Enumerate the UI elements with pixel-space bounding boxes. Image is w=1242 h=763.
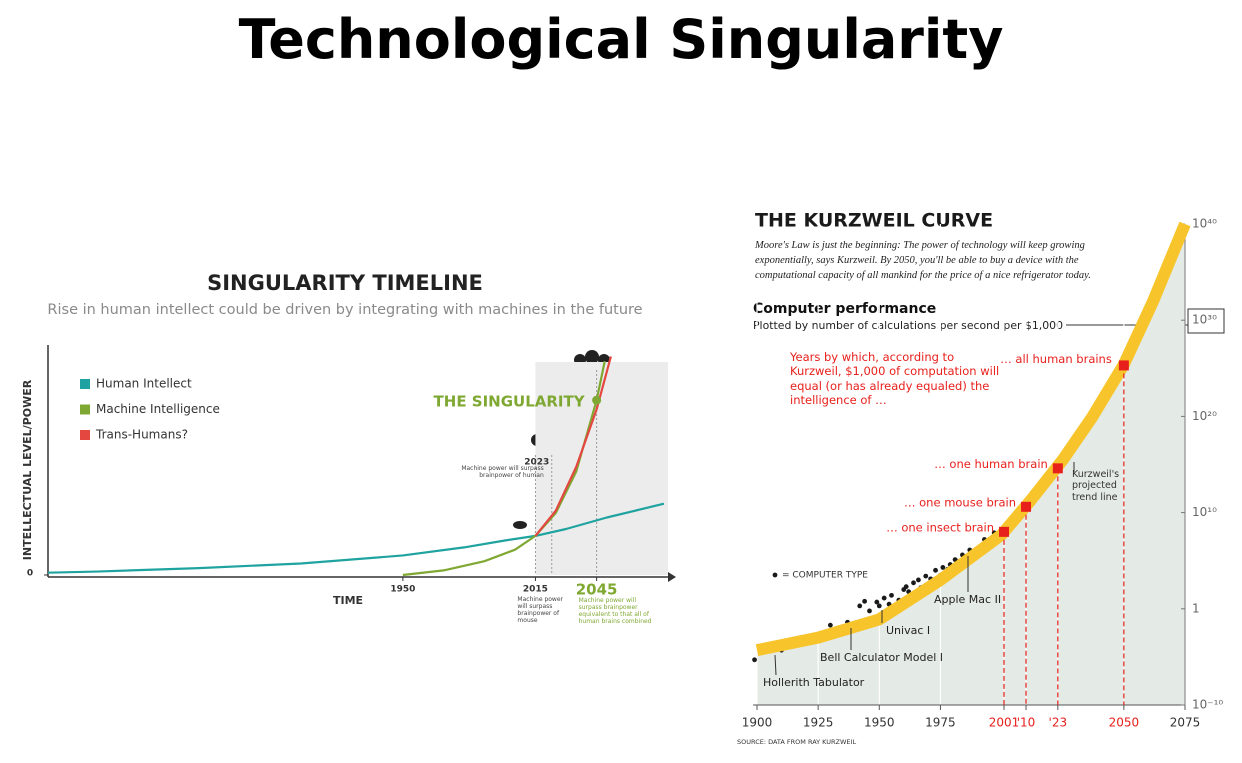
x-tick-label: 2075 [1170,716,1201,730]
milestone [1118,360,1129,371]
milestone [1052,463,1063,474]
data-point [752,657,757,663]
legend-swatch [80,404,90,415]
data-point [903,584,909,590]
series-line [47,502,665,574]
y-tick-label: 0 [27,569,33,579]
milestone-label: … one mouse brain [904,495,1016,509]
chart-note: Years by which, according to Kurzweil, $… [790,350,1000,408]
y-tick-label: 10²⁰ [1192,409,1217,423]
y-tick-label: 10³⁰ [1192,313,1217,327]
y-tick-label: 10¹⁰ [1192,505,1217,519]
y-axis-label: INTELLECTUAL LEVEL/POWER [21,379,34,560]
data-point [911,580,916,586]
milestone-label: … all human brains [1000,352,1112,366]
singularity-point [592,395,602,405]
y-tick-label: 10⁻¹⁰ [1192,698,1223,712]
legend-label: Trans-Humans? [95,428,188,442]
data-point [881,595,887,601]
x-tick-label: 1950 [864,716,895,730]
y-tick-label: 1 [1192,601,1200,615]
legend-dot [772,572,778,578]
data-point [923,573,929,579]
series-line [534,356,612,537]
singularity-label: THE SINGULARITY [434,393,586,411]
trend-line [755,221,1191,657]
chart-subtitle: Moore's Law is just the beginning: The p… [755,240,1091,282]
legend-swatch [80,379,90,389]
milestone [1021,501,1032,512]
x-tick-label: 2050 [1109,716,1140,730]
annotation-label: Univac I [886,624,930,637]
legend-label: Machine Intelligence [96,402,220,416]
x-tick-label: 2001 [989,716,1020,730]
source: SOURCE: DATA FROM RAY KURZWEIL [737,738,856,746]
x-tick-label: 1925 [803,716,834,730]
highlight-box [1187,308,1225,334]
x-tick-label: 1900 [742,716,773,730]
x-axis-arrow [668,572,676,582]
y-axis-sublabel: Plotted by number of calculations per se… [753,319,1063,332]
annotation-label: Hollerith Tabulator [763,676,865,689]
y-axis-label: Computer performance [753,301,936,317]
annotation-label: Apple Mac II [934,593,1001,606]
data-point [862,598,868,604]
data-point [827,622,833,628]
x-tick-label: 1950 [390,585,415,595]
x-tick-label: '10 [1017,716,1036,730]
legend-label: = COMPUTER TYPE [782,571,868,581]
chart-title: SINGULARITY TIMELINE [207,271,483,295]
annotation-text: Machine power will surpass brainpower eq… [578,597,652,625]
trend-label: Kurzweil's projected trend line [1072,469,1120,503]
slide-title: Technological Singularity [238,8,1004,71]
data-point [857,603,863,609]
annotation-text: Machine power will surpass brainpower of… [517,596,563,624]
data-point [916,577,921,583]
data-point [889,592,894,598]
x-tick-label: 2045 [576,581,618,599]
data-point [933,567,938,573]
milestone [999,526,1010,537]
data-point [876,603,882,609]
trend-area [757,224,1185,705]
future-region [535,362,668,575]
annotation-pointer [774,654,777,676]
x-tick-label: 1975 [925,716,956,730]
legend-label: Human Intellect [96,377,192,391]
data-point [867,608,872,614]
y-tick-label: 10⁴⁰ [1192,217,1217,231]
x-tick-label: 2015 [523,585,548,595]
x-tick-label: '23 [1049,716,1068,730]
annotation-label: Bell Calculator Model I [820,651,943,664]
legend-swatch [80,430,90,440]
milestone-label: … one insect brain [886,520,994,534]
x-axis-label: TIME [333,594,363,607]
chart-title: THE KURZWEIL CURVE [755,210,993,232]
data-point [940,565,946,570]
milestone-label: … one human brain [934,457,1048,471]
chart-subtitle: Rise in human intellect could be driven … [47,302,642,318]
annotation-year: 2023 [524,458,549,468]
annotation-text: Machine power will surpass brainpower of… [461,465,544,479]
data-point [874,599,880,605]
